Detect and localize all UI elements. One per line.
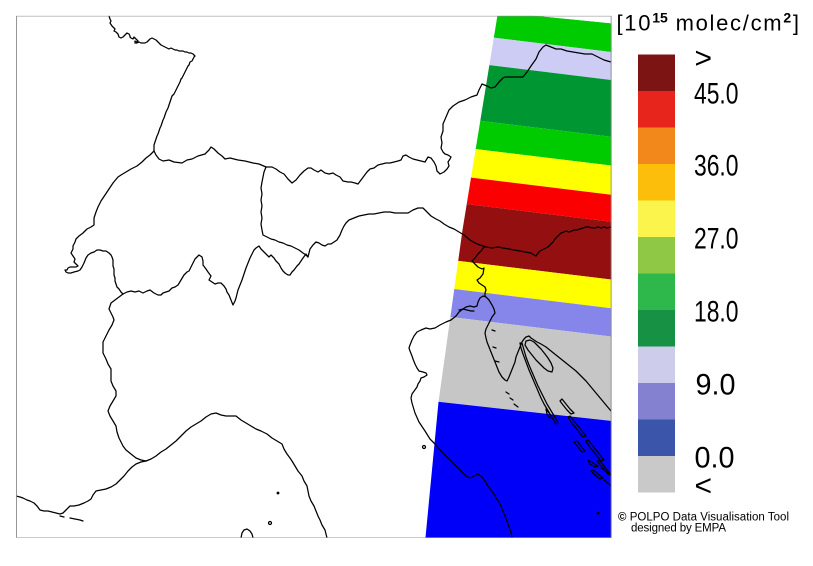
svg-text:9.0: 9.0 [696, 368, 736, 401]
svg-text:© POLPO Data Visualisation Too: © POLPO Data Visualisation Tool [618, 512, 789, 524]
svg-text:<: < [695, 470, 713, 503]
svg-text:27.0: 27.0 [694, 222, 739, 255]
svg-text:>: > [695, 42, 713, 75]
svg-text:45.0: 45.0 [694, 77, 739, 110]
svg-text:0.0: 0.0 [695, 441, 735, 474]
svg-text:designed by EMPA: designed by EMPA [631, 523, 726, 535]
svg-text:[1015 molec/cm2]: [1015 molec/cm2] [617, 10, 801, 36]
svg-text:36.0: 36.0 [694, 149, 739, 182]
svg-text:18.0: 18.0 [694, 295, 739, 328]
